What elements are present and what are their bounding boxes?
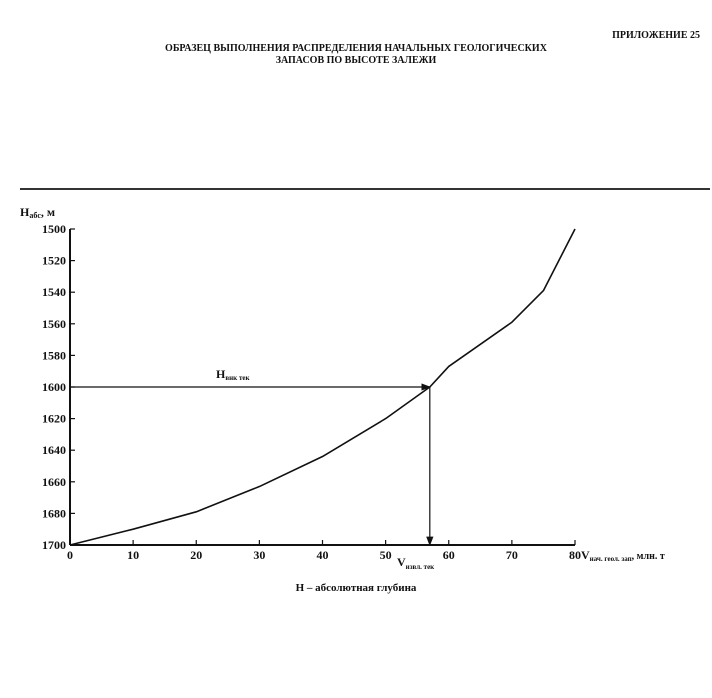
x-tick-label: 50 [380,548,392,562]
y-tick-label: 1600 [42,380,66,394]
y-tick-label: 1580 [42,348,66,362]
appendix-label: ПРИЛОЖЕНИЕ 25 [612,30,700,41]
chart-caption: H – абсолютная глубина [296,582,417,594]
x-tick-label: 0 [67,548,73,562]
y-tick-label: 1620 [42,412,66,426]
y-tick-label: 1700 [42,538,66,552]
x-tick-label: 60 [443,548,455,562]
document-title: ОБРАЗЕЦ ВЫПОЛНЕНИЯ РАСПРЕДЕЛЕНИЯ НАЧАЛЬН… [0,43,712,67]
x-tick-label: 40 [317,548,329,562]
horizontal-rule [20,188,710,190]
title-line-2: ЗАПАСОВ ПО ВЫСОТЕ ЗАЛЕЖИ [275,55,437,66]
x-axis-label: Vнач. геол. зап, млн. т [581,548,665,563]
x-tick-label: 20 [190,548,202,562]
y-axis-label: Hабс, м [20,205,55,220]
v-annotation-label: Vизвл. тек [397,555,435,571]
data-curve [69,228,576,546]
y-tick-label: 1560 [42,317,66,331]
y-tick-label: 1540 [42,285,66,299]
x-tick-label: 70 [506,548,518,562]
y-tick-label: 1640 [42,443,66,457]
x-tick-label: 30 [253,548,265,562]
x-tick-label: 10 [127,548,139,562]
h-annotation-label: Hвнк тек [216,367,250,382]
y-tick-label: 1680 [42,506,66,520]
title-line-1: ОБРАЗЕЦ ВЫПОЛНЕНИЯ РАСПРЕДЕЛЕНИЯ НАЧАЛЬН… [165,43,547,54]
x-tick-label: 80 [569,548,581,562]
y-tick-label: 1520 [42,254,66,268]
y-tick-label: 1660 [42,475,66,489]
y-tick-label: 1500 [42,222,66,236]
